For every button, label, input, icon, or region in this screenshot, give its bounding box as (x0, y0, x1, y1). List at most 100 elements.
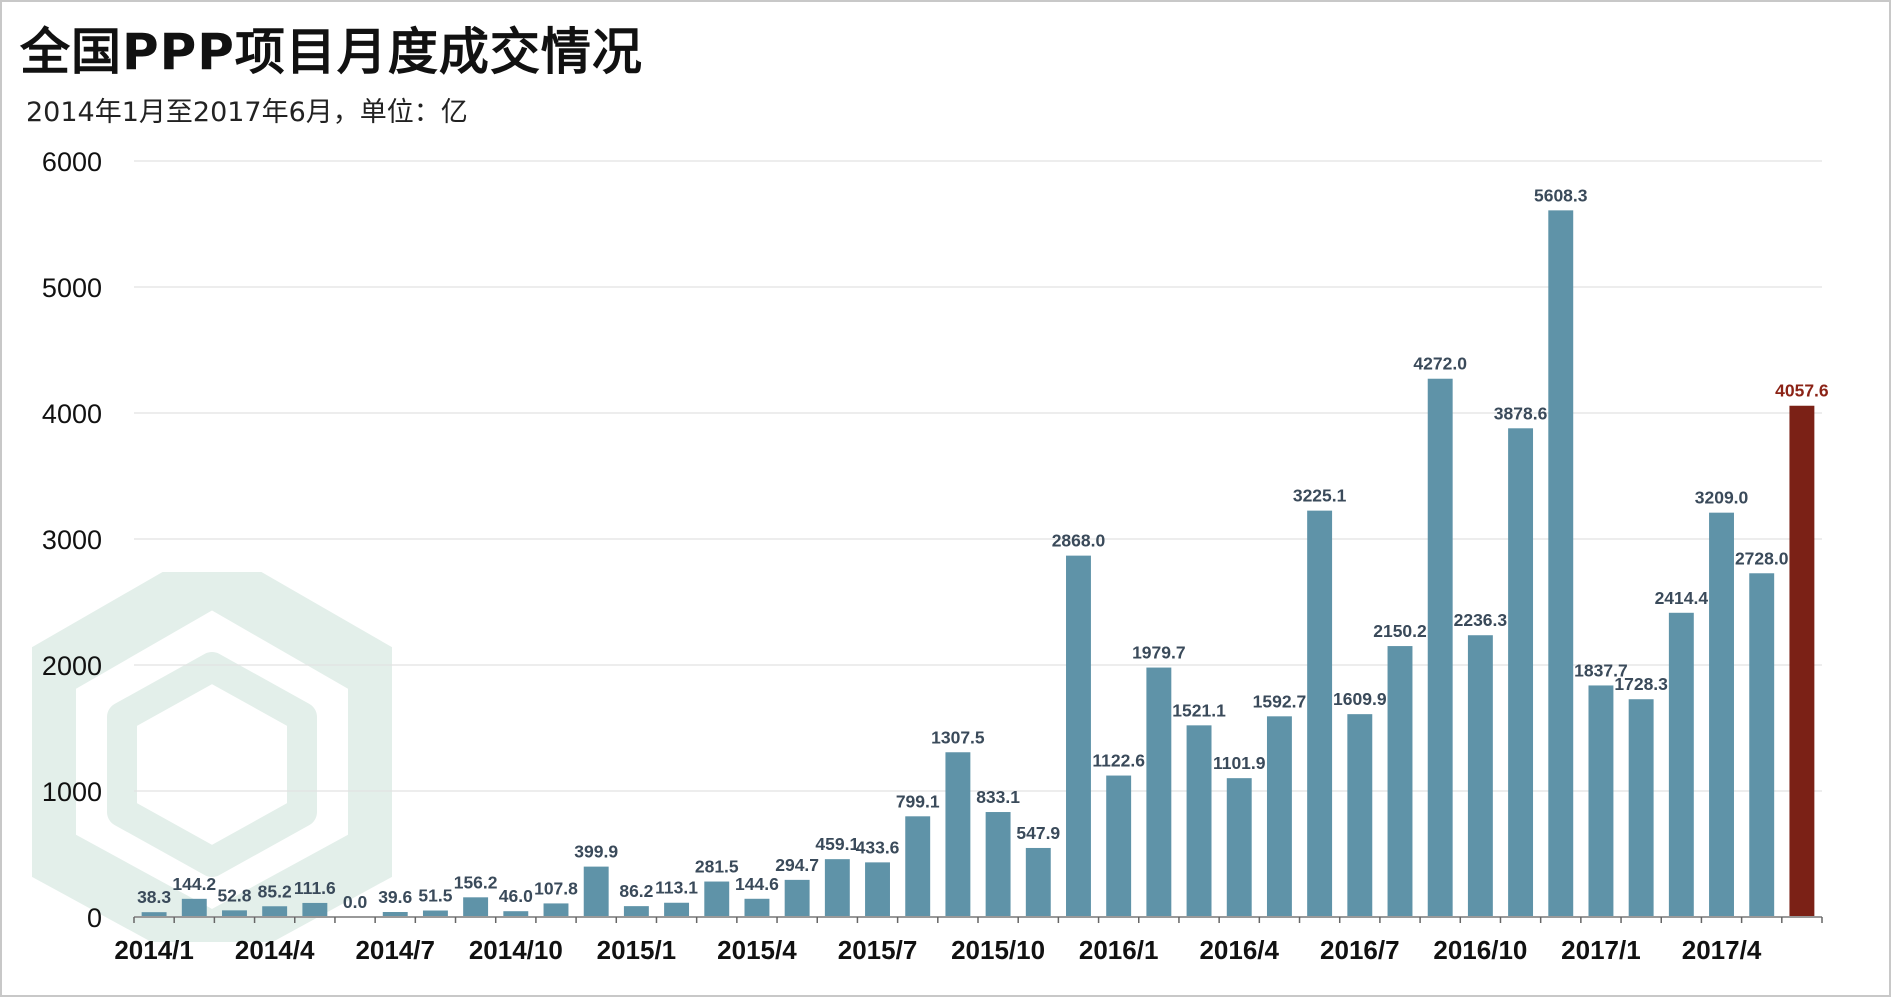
bar (583, 866, 609, 917)
bar-value-label: 3225.1 (1293, 486, 1347, 506)
y-axis: 0 1000 2000 3000 4000 5000 6000 (42, 147, 102, 933)
bar-value-label: 38.3 (137, 887, 171, 907)
bar (222, 910, 247, 917)
bar-value-label: 4272.0 (1413, 354, 1467, 374)
bar-value-label: 46.0 (499, 886, 533, 906)
bar (744, 898, 770, 917)
gridlines (134, 160, 1822, 792)
bar (1066, 555, 1091, 917)
chart-title: 全国PPP项目月度成交情况 (20, 23, 643, 81)
x-tick-label: 2017/4 (1682, 935, 1762, 965)
bar-value-label: 111.6 (294, 878, 336, 898)
bar-value-label: 459.1 (815, 834, 859, 854)
x-tick-label: 2015/10 (951, 935, 1045, 965)
bar (1628, 699, 1654, 917)
bar (382, 912, 408, 917)
bar-value-label: 799.1 (896, 791, 940, 811)
bar-value-label: 294.7 (775, 855, 819, 875)
y-tick-label: 6000 (42, 147, 102, 177)
watermark-logo-icon (32, 572, 392, 942)
x-tick-label: 2015/4 (717, 935, 797, 965)
bar-value-label: 39.6 (378, 887, 412, 907)
bar (784, 879, 810, 917)
bar (463, 897, 489, 917)
bar-value-label: 51.5 (418, 886, 452, 906)
bar (905, 816, 931, 917)
bar (1266, 716, 1292, 917)
bar-value-label: 1728.3 (1614, 674, 1668, 694)
bar (1186, 725, 1212, 917)
bar (543, 903, 569, 917)
bar (1709, 512, 1734, 917)
bar (1668, 612, 1694, 917)
bar (865, 862, 890, 917)
x-tick-label: 2016/1 (1079, 935, 1159, 965)
y-tick-label: 5000 (42, 273, 102, 303)
bar-value-label: 113.1 (655, 878, 698, 898)
bar-value-label: 52.8 (217, 885, 251, 905)
bar (1146, 667, 1172, 917)
x-tick-label: 2015/1 (597, 935, 677, 965)
bar-value-label: 833.1 (976, 787, 1020, 807)
bar (1749, 573, 1775, 917)
y-tick-label: 3000 (42, 525, 102, 555)
bar-value-label: 1979.7 (1132, 643, 1186, 663)
bar (141, 912, 167, 917)
bar-value-label: 3878.6 (1494, 403, 1548, 423)
bar-value-label: 107.8 (534, 878, 578, 898)
bar (1467, 635, 1493, 917)
bar-value-label: 156.2 (454, 872, 498, 892)
bar (945, 752, 971, 917)
bar (1106, 775, 1132, 917)
x-tick-label: 2014/10 (469, 935, 563, 965)
bar-value-label: 547.9 (1016, 823, 1060, 843)
bar-value-label: 1521.1 (1172, 700, 1226, 720)
bar-value-label: 4057.6 (1775, 381, 1829, 401)
bar-value-label: 1101.9 (1213, 753, 1266, 773)
bar (181, 898, 207, 917)
bar (824, 859, 850, 917)
bar-value-label: 1307.5 (931, 727, 985, 747)
x-tick-label: 2014/1 (114, 935, 194, 965)
bar (422, 910, 448, 917)
x-tick-label: 2016/4 (1199, 935, 1279, 965)
x-tick-label: 2016/7 (1320, 935, 1400, 965)
bar (1588, 685, 1614, 917)
bar-value-label: 1609.9 (1333, 689, 1387, 709)
bar-value-label: 5608.3 (1534, 185, 1588, 205)
bar (1387, 646, 1413, 917)
x-tick-label: 2014/4 (235, 935, 315, 965)
bar-value-label: 2728.0 (1735, 548, 1789, 568)
y-tick-label: 0 (87, 903, 102, 933)
bar-value-label: 1837.7 (1574, 660, 1628, 680)
bar (623, 906, 649, 917)
y-tick-label: 4000 (42, 399, 102, 429)
chart-subtitle: 2014年1月至2017年6月，单位：亿 (26, 97, 468, 128)
bar-value-label: 433.6 (856, 837, 900, 857)
bar (1548, 210, 1574, 918)
bar (262, 906, 288, 917)
bar-value-label: 144.2 (172, 874, 216, 894)
bar-value-label: 2236.3 (1454, 610, 1508, 630)
bar (302, 902, 328, 917)
y-tick-label: 2000 (42, 651, 102, 681)
bar-value-label: 281.5 (695, 857, 739, 877)
bar-value-label: 85.2 (258, 881, 292, 901)
y-tick-label: 1000 (42, 777, 102, 807)
bar (1226, 778, 1252, 917)
bar (1508, 428, 1534, 917)
bar (1025, 847, 1051, 917)
bar-value-label: 399.9 (574, 842, 618, 862)
bar-value-label: 3209.0 (1695, 488, 1749, 508)
bar (1307, 510, 1333, 917)
x-axis: 2014/1 2014/4 2014/7 2014/10 2015/1 2015/4 201… (114, 916, 1823, 965)
bar (704, 881, 730, 917)
x-tick-label: 2015/7 (838, 935, 918, 965)
x-tick-label: 2016/10 (1433, 935, 1527, 965)
bar-value-label: 1122.6 (1092, 751, 1145, 771)
bar-value-label: 2150.2 (1373, 621, 1427, 641)
bar (985, 812, 1011, 917)
